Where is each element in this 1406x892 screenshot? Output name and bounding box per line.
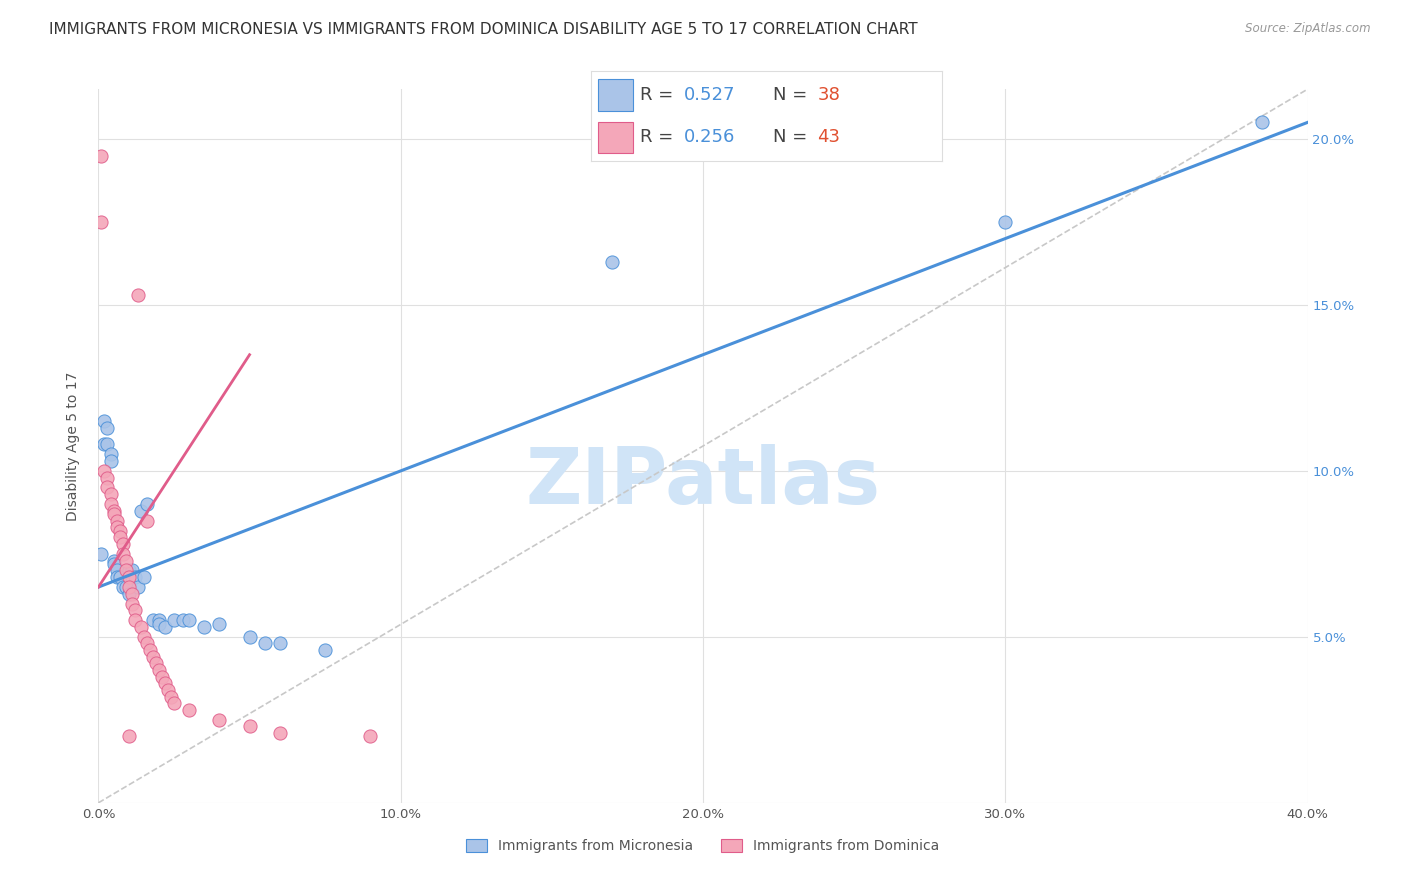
Point [135,497,157,511]
Text: IMMIGRANTS FROM MICRONESIA VS IMMIGRANTS FROM DOMINICA DISABILITY AGE 5 TO 17 CO: IMMIGRANTS FROM MICRONESIA VS IMMIGRANTS… [49,22,918,37]
Point [100,454,122,468]
Point [239,719,262,733]
Point [142,649,165,664]
Point [100,487,122,501]
Point [1251,115,1274,129]
Y-axis label: Disability Age 5 to 17: Disability Age 5 to 17 [66,371,80,521]
Point [129,620,152,634]
Point [208,616,231,631]
Text: 0.527: 0.527 [683,86,735,104]
Text: ZIPatlas: ZIPatlas [526,443,880,520]
Point [124,613,146,627]
Point [163,696,186,710]
Point [132,570,155,584]
Point [124,603,146,617]
Point [108,530,131,544]
Point [111,537,134,551]
Point [96,421,118,435]
Point [105,564,128,578]
Point [108,524,131,538]
Point [121,564,143,578]
Point [239,630,262,644]
Point [114,553,136,567]
Point [93,437,115,451]
Point [148,616,170,631]
Point [129,504,152,518]
Point [179,613,201,627]
Point [269,636,291,650]
Point [179,703,201,717]
Point [127,580,149,594]
Text: N =: N = [773,128,813,146]
Point [118,730,141,744]
Point [145,657,167,671]
Point [100,497,122,511]
Text: Source: ZipAtlas.com: Source: ZipAtlas.com [1246,22,1371,36]
Point [153,620,176,634]
Point [148,613,170,627]
Text: 0.256: 0.256 [683,128,735,146]
Point [93,464,115,478]
Point [135,636,157,650]
Point [208,713,231,727]
Point [602,254,624,268]
FancyBboxPatch shape [598,79,633,111]
Point [103,504,125,518]
Point [163,613,186,627]
Point [994,215,1017,229]
Point [193,620,215,634]
Point [118,580,141,594]
Point [160,690,183,704]
Point [93,414,115,428]
Point [103,557,125,571]
Point [111,547,134,561]
Text: 43: 43 [817,128,841,146]
Legend: Immigrants from Micronesia, Immigrants from Dominica: Immigrants from Micronesia, Immigrants f… [460,832,946,860]
Point [153,676,176,690]
Point [118,570,141,584]
Point [118,587,141,601]
Point [135,514,157,528]
Point [105,570,128,584]
Point [314,643,336,657]
Point [148,663,170,677]
Point [103,553,125,567]
Point [90,215,112,229]
Point [124,570,146,584]
Point [90,148,112,162]
FancyBboxPatch shape [598,122,633,153]
Text: 38: 38 [817,86,841,104]
Point [96,437,118,451]
Point [132,630,155,644]
Point [121,587,143,601]
Point [105,520,128,534]
Point [96,470,118,484]
Point [100,447,122,461]
Point [111,580,134,594]
Point [127,288,149,302]
Point [142,613,165,627]
Text: R =: R = [640,86,679,104]
Point [121,597,143,611]
Point [172,613,194,627]
Point [360,730,382,744]
Text: N =: N = [773,86,813,104]
Point [118,564,141,578]
Point [105,514,128,528]
Point [103,507,125,521]
Point [114,580,136,594]
Point [108,570,131,584]
Point [139,643,162,657]
Point [253,636,276,650]
Text: R =: R = [640,128,679,146]
Point [156,682,179,697]
Point [269,726,291,740]
Point [114,564,136,578]
Point [96,481,118,495]
Point [150,670,173,684]
Point [90,547,112,561]
